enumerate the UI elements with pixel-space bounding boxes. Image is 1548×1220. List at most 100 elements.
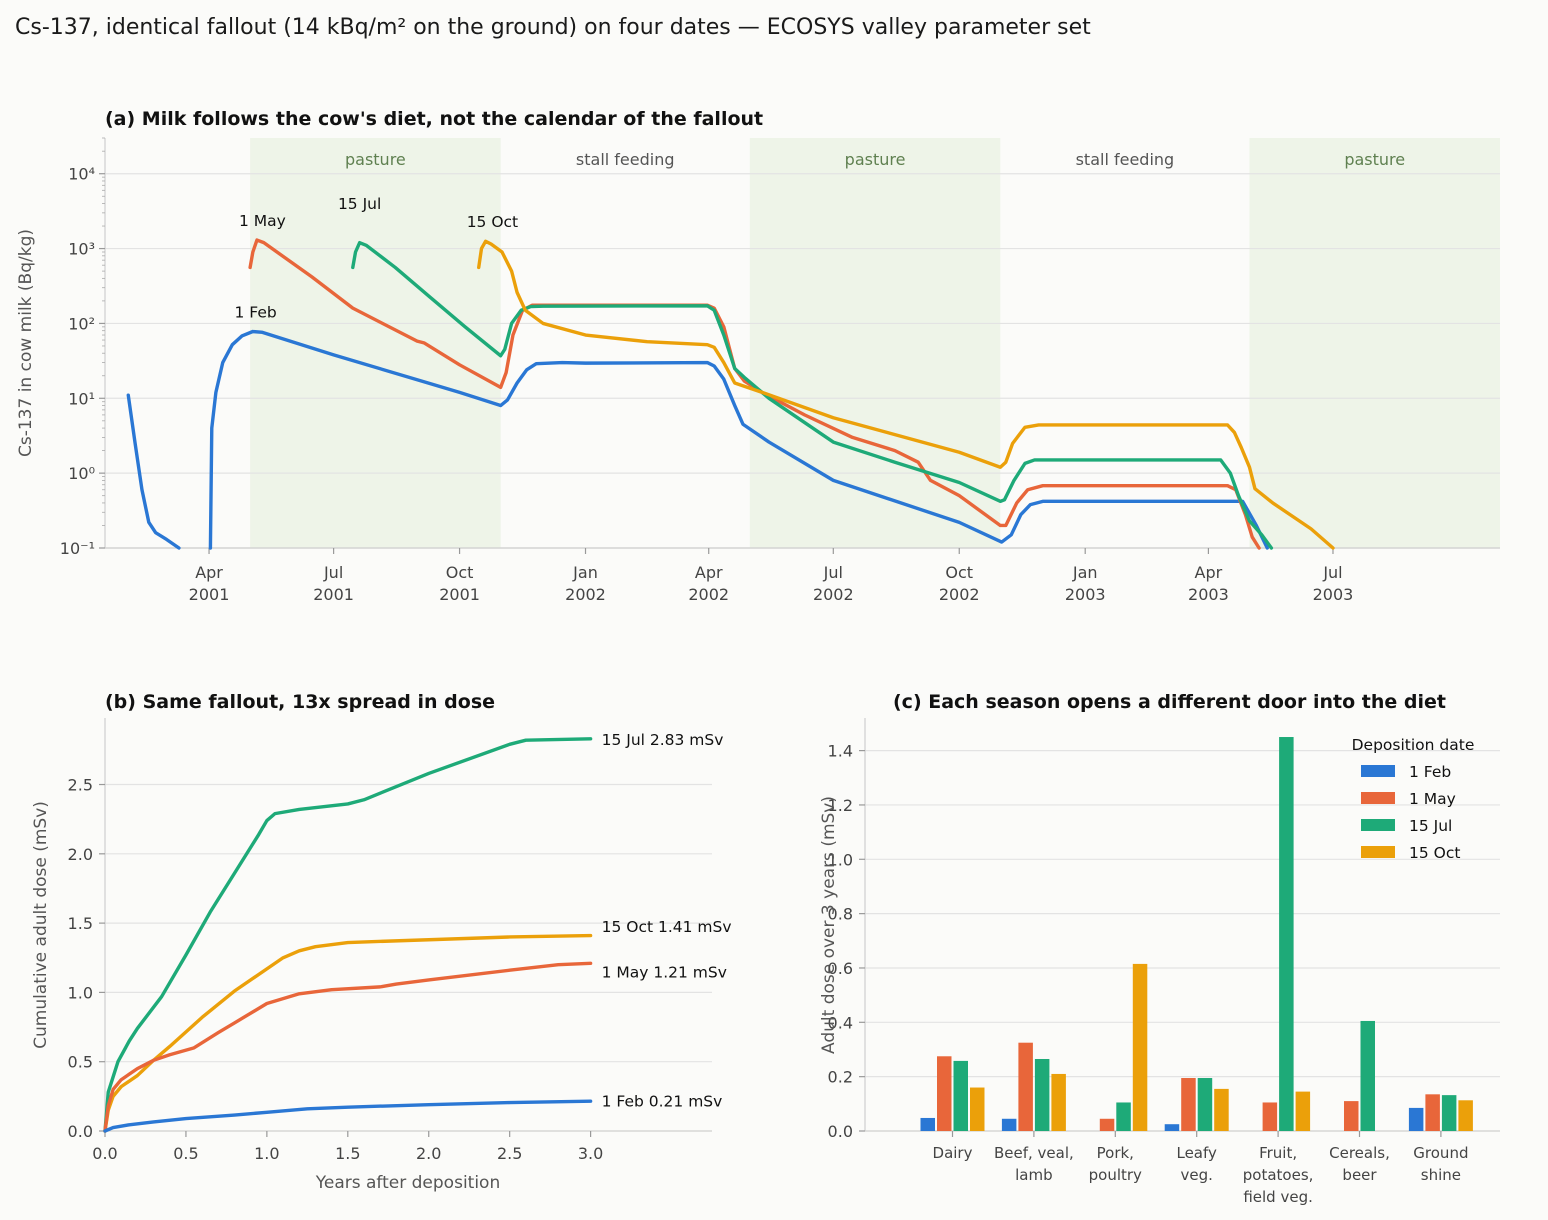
y-tick-label: 10⁻¹ (60, 539, 95, 558)
bar-1-feb (920, 1117, 935, 1131)
series-line-1-feb (208, 329, 1269, 550)
bar-15-oct (970, 1087, 985, 1131)
panel-c-gridlines (865, 750, 1500, 1078)
x-tick-label: 1.0 (254, 1144, 279, 1163)
panel-b-cumulative-dose-chart: (b) Same fallout, 13x spread in dose 0.0… (31, 691, 732, 1193)
band-rect-pasture (1249, 138, 1500, 548)
x-tick-label: Oct (446, 563, 474, 582)
x-tick-label: Apr (195, 563, 223, 582)
panel-b-ylabel: Cumulative adult dose (mSv) (31, 801, 51, 1049)
series-line-1-feb (126, 393, 181, 550)
panel-a-milk-chart: (a) Milk follows the cow's diet, not the… (16, 108, 1500, 604)
y-tick-label: 0.0 (828, 1122, 853, 1141)
x-tick-label: 2002 (565, 585, 606, 604)
y-tick-label: 0.2 (828, 1068, 853, 1087)
y-tick-label: 2.5 (68, 776, 93, 795)
bar-15-oct (1132, 963, 1148, 1131)
y-tick-label: 0.0 (68, 1122, 93, 1141)
legend-swatch-15-jul (1361, 819, 1395, 831)
end-label-1-feb: 1 Feb 0.21 mSv (602, 1093, 723, 1111)
bar-1-feb (1001, 1118, 1017, 1131)
category-label: field veg. (1243, 1188, 1313, 1206)
y-tick-label: 10² (68, 314, 95, 333)
bar-1-may (1018, 1042, 1033, 1131)
series-line-15-oct (477, 239, 1335, 550)
y-tick-label: 10⁰ (68, 464, 95, 483)
bar-1-feb (1408, 1107, 1424, 1131)
bar-1-may (937, 1056, 952, 1131)
bar-15-oct (1051, 1073, 1066, 1131)
bar-15-oct (1295, 1091, 1311, 1131)
bar-15-jul (1034, 1058, 1050, 1131)
legend-label-15-jul: 15 Jul (1409, 817, 1452, 835)
panel-b-gridlines (105, 783, 712, 1063)
panel-b-xlabel: Years after deposition (315, 1173, 500, 1193)
panel-c-ylabel: Adult dose over 3 years (mSv) (819, 796, 839, 1054)
x-tick-label: Jul (323, 563, 343, 582)
bar-1-may (1262, 1102, 1278, 1131)
bar-15-jul (953, 1060, 968, 1131)
y-tick-label: 1.0 (68, 983, 93, 1002)
category-label: poultry (1089, 1166, 1142, 1184)
panel-b-series (103, 737, 593, 1133)
legend-label-15-oct: 15 Oct (1409, 844, 1460, 862)
category-label: veg. (1180, 1166, 1212, 1184)
x-tick-label: 2002 (813, 585, 854, 604)
legend-title: Deposition date (1352, 736, 1475, 754)
season-bands: pasture stall feeding pasture stall feeding… (250, 138, 1500, 548)
band-label-pasture: pasture (345, 150, 406, 169)
band-rect-pasture (749, 138, 1001, 548)
bar-15-jul (1360, 1020, 1375, 1131)
y-tick-label: 1.4 (828, 742, 853, 761)
category-label: lamb (1015, 1166, 1053, 1184)
bar-15-jul (1116, 1102, 1131, 1131)
x-tick-label: Jan (1072, 563, 1098, 582)
category-label: Leafy (1176, 1144, 1217, 1162)
category-label: Pork, (1097, 1144, 1134, 1162)
bar-15-jul (1279, 737, 1294, 1131)
annotation-1-may: 1 May (239, 212, 286, 230)
legend-label-1-feb: 1 Feb (1409, 763, 1451, 781)
series-line-15-oct (103, 933, 593, 1133)
bar-1-may (1425, 1094, 1440, 1131)
y-tick-label: 10¹ (68, 389, 95, 408)
series-line-15-jul (103, 737, 593, 1133)
figure-suptitle: Cs-137, identical fallout (14 kBq/m² on … (15, 15, 1091, 40)
annotation-15-jul: 15 Jul (338, 195, 381, 213)
y-tick-label: 0.5 (68, 1053, 93, 1072)
x-tick-label: Jan (572, 563, 598, 582)
x-tick-label: Apr (1195, 563, 1223, 582)
panel-c-bars (920, 737, 1473, 1131)
y-tick-label: 1.5 (68, 914, 93, 933)
bar-1-may (1344, 1101, 1359, 1131)
category-label: Fruit, (1259, 1144, 1297, 1162)
x-tick-label: 1.5 (335, 1144, 360, 1163)
x-tick-label: 2002 (939, 585, 980, 604)
series-line-1-feb (103, 1099, 593, 1133)
panel-b-axes: 0.0 0.5 1.0 1.5 2.0 2.5 0.0 0.5 1.0 1.5 2.0 2.5 3.0 (68, 718, 712, 1163)
panel-a-title: (a) Milk follows the cow's diet, not the… (105, 108, 763, 130)
band-label-pasture: pasture (1344, 150, 1405, 169)
bar-1-may (1099, 1118, 1115, 1131)
legend-label-1-may: 1 May (1409, 790, 1456, 808)
bar-15-jul (1197, 1078, 1213, 1131)
legend-swatch-1-feb (1361, 765, 1395, 777)
x-tick-label: 2001 (313, 585, 354, 604)
y-tick-label: 1.2 (828, 796, 853, 815)
x-tick-label: Apr (695, 563, 723, 582)
y-tick-label: 0.6 (828, 959, 853, 978)
panel-c-axes: 0.0 0.2 0.4 0.6 0.8 1.0 1.2 1.4 Dairy Beef, veal,… (828, 718, 1500, 1206)
panel-a-ylabel: Cs-137 in cow milk (Bq/kg) (16, 229, 36, 457)
x-tick-label: 2003 (1065, 585, 1106, 604)
bar-1-may (1181, 1078, 1196, 1131)
y-tick-label: 10⁴ (68, 165, 95, 184)
end-label-15-jul: 15 Jul 2.83 mSv (602, 731, 724, 749)
x-tick-label: 2001 (439, 585, 480, 604)
x-tick-label: 2001 (189, 585, 230, 604)
x-tick-label: Jul (823, 563, 843, 582)
x-tick-label: 2.5 (497, 1144, 522, 1163)
category-label: Dairy (933, 1144, 973, 1162)
annotation-1-feb: 1 Feb (234, 304, 276, 322)
category-label: shine (1421, 1166, 1461, 1184)
